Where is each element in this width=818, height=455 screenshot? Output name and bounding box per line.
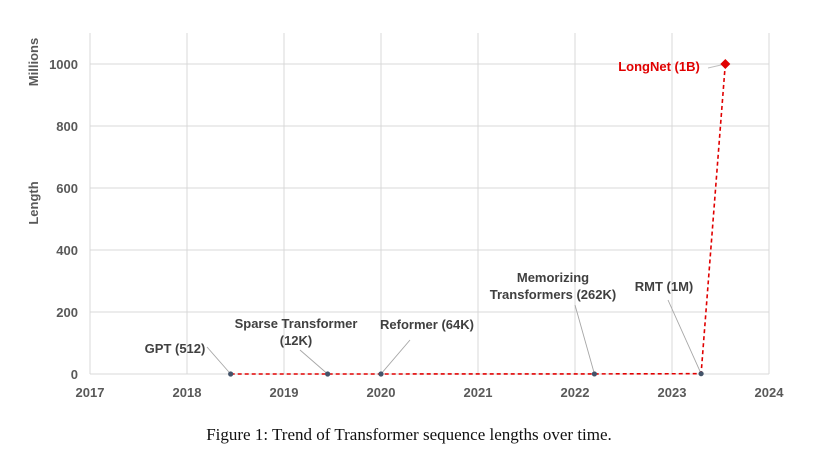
data-point [378,371,384,377]
y-tick-label: 400 [56,243,78,258]
annotation-label: Transformers (262K) [490,287,616,302]
annotation-label: Memorizing [517,270,589,285]
annotation-leaders [206,63,726,375]
y-axis-unit: Millions [26,38,41,86]
annotation-leader [299,349,328,375]
x-tick-label: 2017 [76,385,105,400]
data-point [591,371,598,377]
x-tick-label: 2020 [367,385,396,400]
x-tick-label: 2018 [173,385,202,400]
y-axis-label: Length [26,181,41,224]
annotation-label: LongNet (1B) [618,59,700,74]
annotation-label: (12K) [280,333,313,348]
annotation-label: GPT (512) [145,341,206,356]
data-point [698,371,704,377]
x-tick-label: 2021 [464,385,493,400]
data-point [228,371,234,377]
figure-caption: Figure 1: Trend of Transformer sequence … [206,425,612,444]
data-points [228,59,731,377]
annotation-leader [574,304,595,375]
y-tick-label: 0 [71,367,78,382]
y-tick-label: 1000 [49,57,78,72]
annotation-leader [667,299,702,374]
x-tick-label: 2019 [270,385,299,400]
annotations: GPT (512) Sparse Transformer (12K) Reformer… [145,59,700,356]
y-tick-label: 600 [56,181,78,196]
x-tick-label: 2022 [561,385,590,400]
annotation-label: Reformer (64K) [380,317,474,332]
y-ticks: 0 200 400 600 800 1000 [49,57,78,382]
x-tick-label: 2023 [658,385,687,400]
annotation-leader [380,339,411,375]
annotation-label: Sparse Transformer [235,316,358,331]
series-line [230,63,727,375]
data-point [720,59,731,69]
annotation-leader [206,346,231,375]
data-point [325,371,331,377]
chart: 2017 2018 2019 2020 2021 2022 2023 2024 0 200 400… [26,33,785,400]
y-tick-label: 200 [56,305,78,320]
grid [89,33,770,375]
y-tick-label: 800 [56,119,78,134]
annotation-label: RMT (1M) [635,279,694,294]
x-ticks: 2017 2018 2019 2020 2021 2022 2023 2024 [76,385,785,400]
x-tick-label: 2024 [755,385,785,400]
